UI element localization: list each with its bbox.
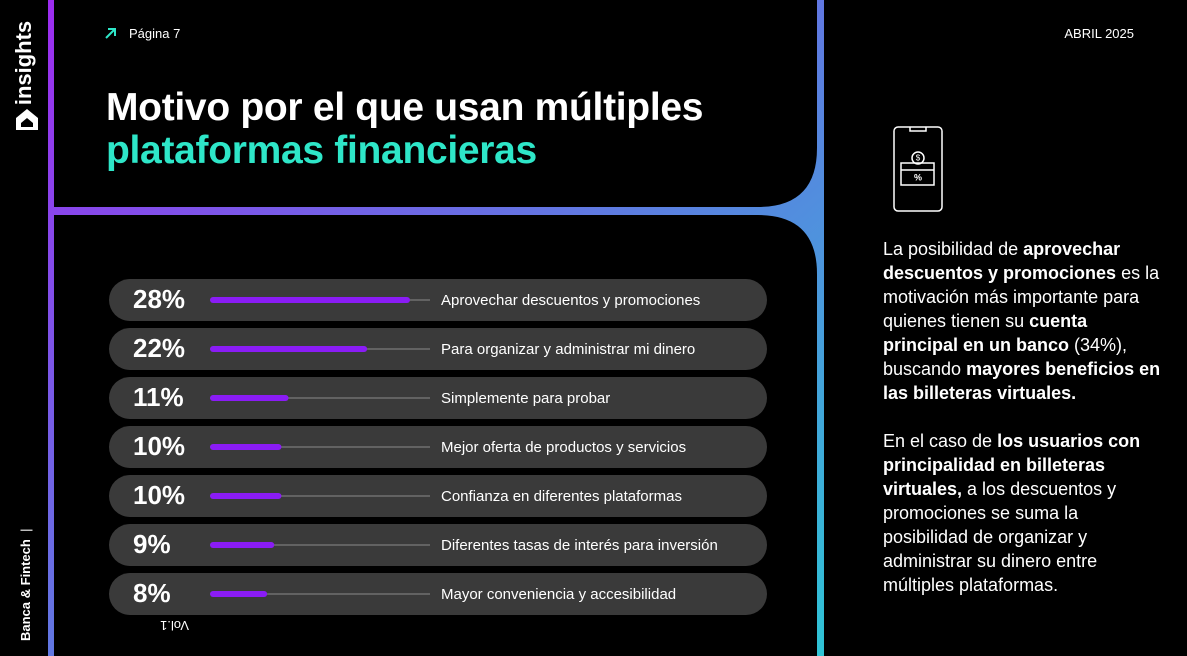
paragraph: En el caso de los usuarios con principal…: [883, 429, 1163, 597]
category-label: Simplemente para probar: [441, 390, 610, 407]
title-panel: [54, 0, 817, 207]
value-label: 11%: [133, 382, 184, 412]
brand-name: insights: [11, 20, 37, 106]
category-label: Mayor conveniencia y accesibilidad: [441, 586, 676, 603]
text-run: a los descuentos y promociones se suma l…: [883, 479, 1117, 595]
text-run: En el caso de: [883, 431, 998, 451]
icon-glyph: %: [914, 172, 922, 182]
bar: [210, 444, 282, 450]
date: ABRIL 2025: [1064, 26, 1134, 41]
row-pill: [109, 524, 767, 566]
value-label: 10%: [133, 480, 185, 510]
bar: [210, 591, 268, 597]
category-label: Aprovechar descuentos y promociones: [441, 292, 700, 309]
text-run: es la motivación más importante para qui…: [883, 263, 1160, 331]
highlight: los usuarios con principalidad en billet…: [883, 431, 1141, 499]
title-line: Motivo por el que usan múltiples: [106, 86, 704, 129]
row-pill: [109, 377, 767, 419]
highlight: aprovechar descuentos y promociones: [883, 239, 1121, 283]
brand-logo-inner: [21, 118, 33, 127]
brand: insights: [8, 20, 38, 106]
bar: [210, 346, 368, 352]
paragraph: La posibilidad de aprovechar descuentos …: [883, 237, 1163, 405]
bar: [210, 297, 410, 303]
value-label: 22%: [133, 333, 185, 363]
title-line: plataformas financieras: [106, 129, 537, 172]
title: Motivo por el que usan múltiples platafo…: [106, 86, 703, 172]
volume: Vol.1: [160, 618, 189, 633]
value-label: 10%: [133, 431, 185, 461]
category-label: Confianza en diferentes plataformas: [441, 488, 682, 505]
side-text: Banca & Fintech | Vol.1: [18, 466, 189, 641]
row-pill: [109, 426, 767, 468]
row-pill: [109, 573, 767, 615]
text-run: La posibilidad de: [883, 239, 1024, 259]
value-label: 9%: [133, 529, 171, 559]
arrow-icon: [105, 28, 116, 39]
bar: [210, 493, 282, 499]
value-label: 8%: [133, 578, 171, 608]
category-label: Para organizar y administrar mi dinero: [441, 341, 695, 358]
category-label: Mejor oferta de productos y servicios: [441, 439, 686, 456]
text-run: (34%), buscando: [883, 335, 1128, 379]
phone-icon: [893, 126, 943, 212]
value-label: 28%: [133, 284, 185, 314]
icon-glyph: $: [916, 154, 921, 163]
row-pill: [109, 328, 767, 370]
commentary: La posibilidad de aprovechar descuentos …: [883, 237, 1163, 621]
side-label: Banca & Fintech | Vol.1: [10, 470, 189, 641]
bar: [210, 542, 275, 548]
page-number: Página 7: [129, 26, 181, 41]
row-pill: [109, 475, 767, 517]
bar-chart: 28% Aprovechar descuentos y promociones 22…: [109, 279, 767, 615]
row-pill: [109, 279, 767, 321]
bar: [210, 395, 289, 401]
highlight: cuenta principal en un banco: [883, 311, 1088, 355]
highlight: mayores beneficios en las billeteras vir…: [883, 359, 1161, 403]
category-label: Diferentes tasas de interés para inversi…: [441, 537, 718, 554]
